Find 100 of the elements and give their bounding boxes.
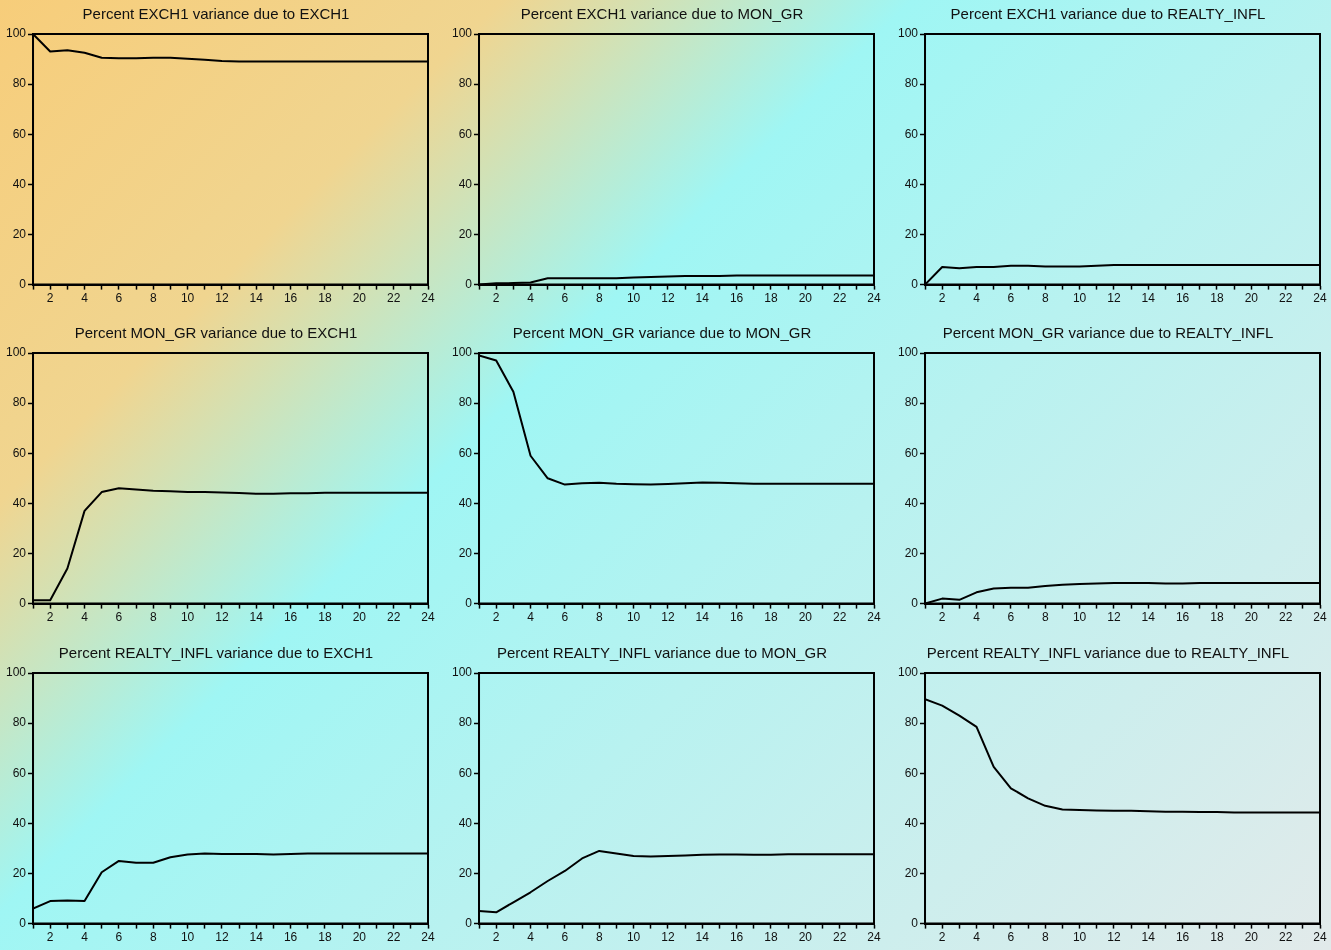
x-tick-label: 10 — [1072, 291, 1087, 306]
x-tick-label: 6 — [561, 291, 569, 306]
x-tick-label: 2 — [46, 291, 54, 306]
x-tick-label: 24 — [1313, 929, 1327, 944]
x-tick-label: 22 — [386, 929, 401, 944]
y-tick-label: 0 — [19, 915, 27, 930]
x-tick-label: 16 — [1175, 929, 1190, 944]
x-tick-label: 20 — [352, 929, 367, 944]
chart-title: Percent MON_GR variance due to EXCH1 — [74, 324, 358, 342]
x-tick-label: 22 — [1278, 929, 1293, 944]
x-tick-label: 4 — [973, 929, 981, 944]
x-tick-label: 20 — [1244, 291, 1259, 306]
x-tick-label: 8 — [149, 291, 157, 306]
x-tick-label: 2 — [492, 291, 500, 306]
y-tick-label: 20 — [904, 226, 919, 241]
x-tick-label: 24 — [1313, 291, 1327, 306]
y-tick-label: 80 — [904, 395, 919, 410]
chart-title: Percent MON_GR variance due to MON_GR — [512, 324, 812, 342]
x-tick-label: 8 — [595, 610, 603, 625]
y-tick-label: 100 — [897, 664, 919, 679]
x-tick-label: 12 — [1107, 610, 1121, 625]
x-tick-label: 8 — [1041, 929, 1049, 944]
y-tick-label: 40 — [458, 815, 473, 830]
x-tick-label: 14 — [695, 610, 710, 625]
x-tick-label: 12 — [215, 291, 229, 306]
y-tick-label: 80 — [458, 395, 473, 410]
y-tick-label: 60 — [12, 126, 27, 141]
x-tick-label: 14 — [249, 291, 264, 306]
x-tick-label: 22 — [832, 929, 847, 944]
x-tick-label: 6 — [115, 929, 123, 944]
x-tick-label: 2 — [938, 929, 946, 944]
x-tick-label: 2 — [46, 929, 54, 944]
x-tick-label: 14 — [1141, 610, 1156, 625]
y-tick-label: 100 — [5, 345, 27, 360]
x-tick-label: 14 — [249, 929, 264, 944]
y-tick-label: 20 — [458, 226, 473, 241]
x-tick-label: 18 — [318, 291, 332, 306]
y-tick-label: 60 — [904, 765, 919, 780]
y-tick-label: 100 — [897, 345, 919, 360]
x-tick-label: 2 — [938, 291, 946, 306]
x-tick-label: 12 — [1107, 929, 1121, 944]
y-tick-label: 60 — [12, 765, 27, 780]
x-tick-label: 24 — [867, 610, 881, 625]
y-tick-label: 80 — [12, 76, 27, 91]
x-tick-label: 8 — [1041, 291, 1049, 306]
y-tick-label: 40 — [904, 176, 919, 191]
y-tick-label: 40 — [904, 496, 919, 510]
x-tick-label: 24 — [1313, 610, 1327, 625]
x-tick-label: 16 — [729, 929, 744, 944]
y-tick-label: 0 — [465, 596, 473, 611]
x-tick-label: 14 — [695, 291, 710, 306]
x-tick-label: 18 — [764, 610, 778, 625]
x-tick-label: 6 — [1007, 291, 1015, 306]
y-tick-label: 80 — [12, 395, 27, 410]
x-tick-label: 2 — [492, 610, 500, 625]
y-tick-label: 100 — [5, 26, 27, 41]
x-tick-label: 16 — [1175, 291, 1190, 306]
x-tick-label: 20 — [352, 610, 367, 625]
x-tick-label: 4 — [81, 610, 89, 625]
x-tick-label: 8 — [595, 929, 603, 944]
y-tick-label: 0 — [911, 276, 919, 291]
x-tick-label: 24 — [421, 929, 435, 944]
x-tick-label: 6 — [115, 610, 123, 625]
x-tick-label: 6 — [561, 929, 569, 944]
x-tick-label: 18 — [318, 610, 332, 625]
y-tick-label: 80 — [12, 715, 27, 730]
y-tick-label: 100 — [897, 26, 919, 41]
x-tick-label: 10 — [180, 291, 195, 306]
x-tick-label: 4 — [527, 610, 535, 625]
x-tick-label: 24 — [421, 291, 435, 306]
x-tick-label: 2 — [492, 929, 500, 944]
x-tick-label: 16 — [283, 929, 298, 944]
chart-title: Percent EXCH1 variance due to REALTY_INFL — [950, 5, 1266, 23]
y-tick-label: 0 — [19, 596, 27, 611]
y-tick-label: 100 — [451, 26, 473, 41]
x-tick-label: 10 — [180, 929, 195, 944]
x-tick-label: 22 — [832, 610, 847, 625]
chart-title: Percent REALTY_INFL variance due to REALTY_INFL — [926, 643, 1290, 661]
x-tick-label: 18 — [1210, 929, 1224, 944]
y-tick-label: 100 — [451, 664, 473, 679]
x-tick-label: 16 — [1175, 610, 1190, 625]
x-tick-label: 14 — [695, 929, 710, 944]
x-tick-label: 16 — [283, 291, 298, 306]
y-tick-label: 60 — [458, 445, 473, 460]
y-tick-label: 80 — [904, 715, 919, 730]
x-tick-label: 22 — [386, 610, 401, 625]
x-tick-label: 22 — [1278, 291, 1293, 306]
x-tick-label: 20 — [798, 929, 813, 944]
x-tick-label: 16 — [729, 610, 744, 625]
x-tick-label: 6 — [561, 610, 569, 625]
x-tick-label: 12 — [661, 610, 675, 625]
x-tick-label: 8 — [1041, 610, 1049, 625]
x-tick-label: 12 — [215, 610, 229, 625]
y-tick-label: 60 — [904, 445, 919, 460]
x-tick-label: 18 — [764, 929, 778, 944]
y-tick-label: 40 — [458, 496, 473, 510]
x-tick-label: 10 — [626, 929, 641, 944]
y-tick-label: 100 — [451, 345, 473, 360]
x-tick-label: 12 — [661, 291, 675, 306]
y-tick-label: 20 — [904, 546, 919, 561]
